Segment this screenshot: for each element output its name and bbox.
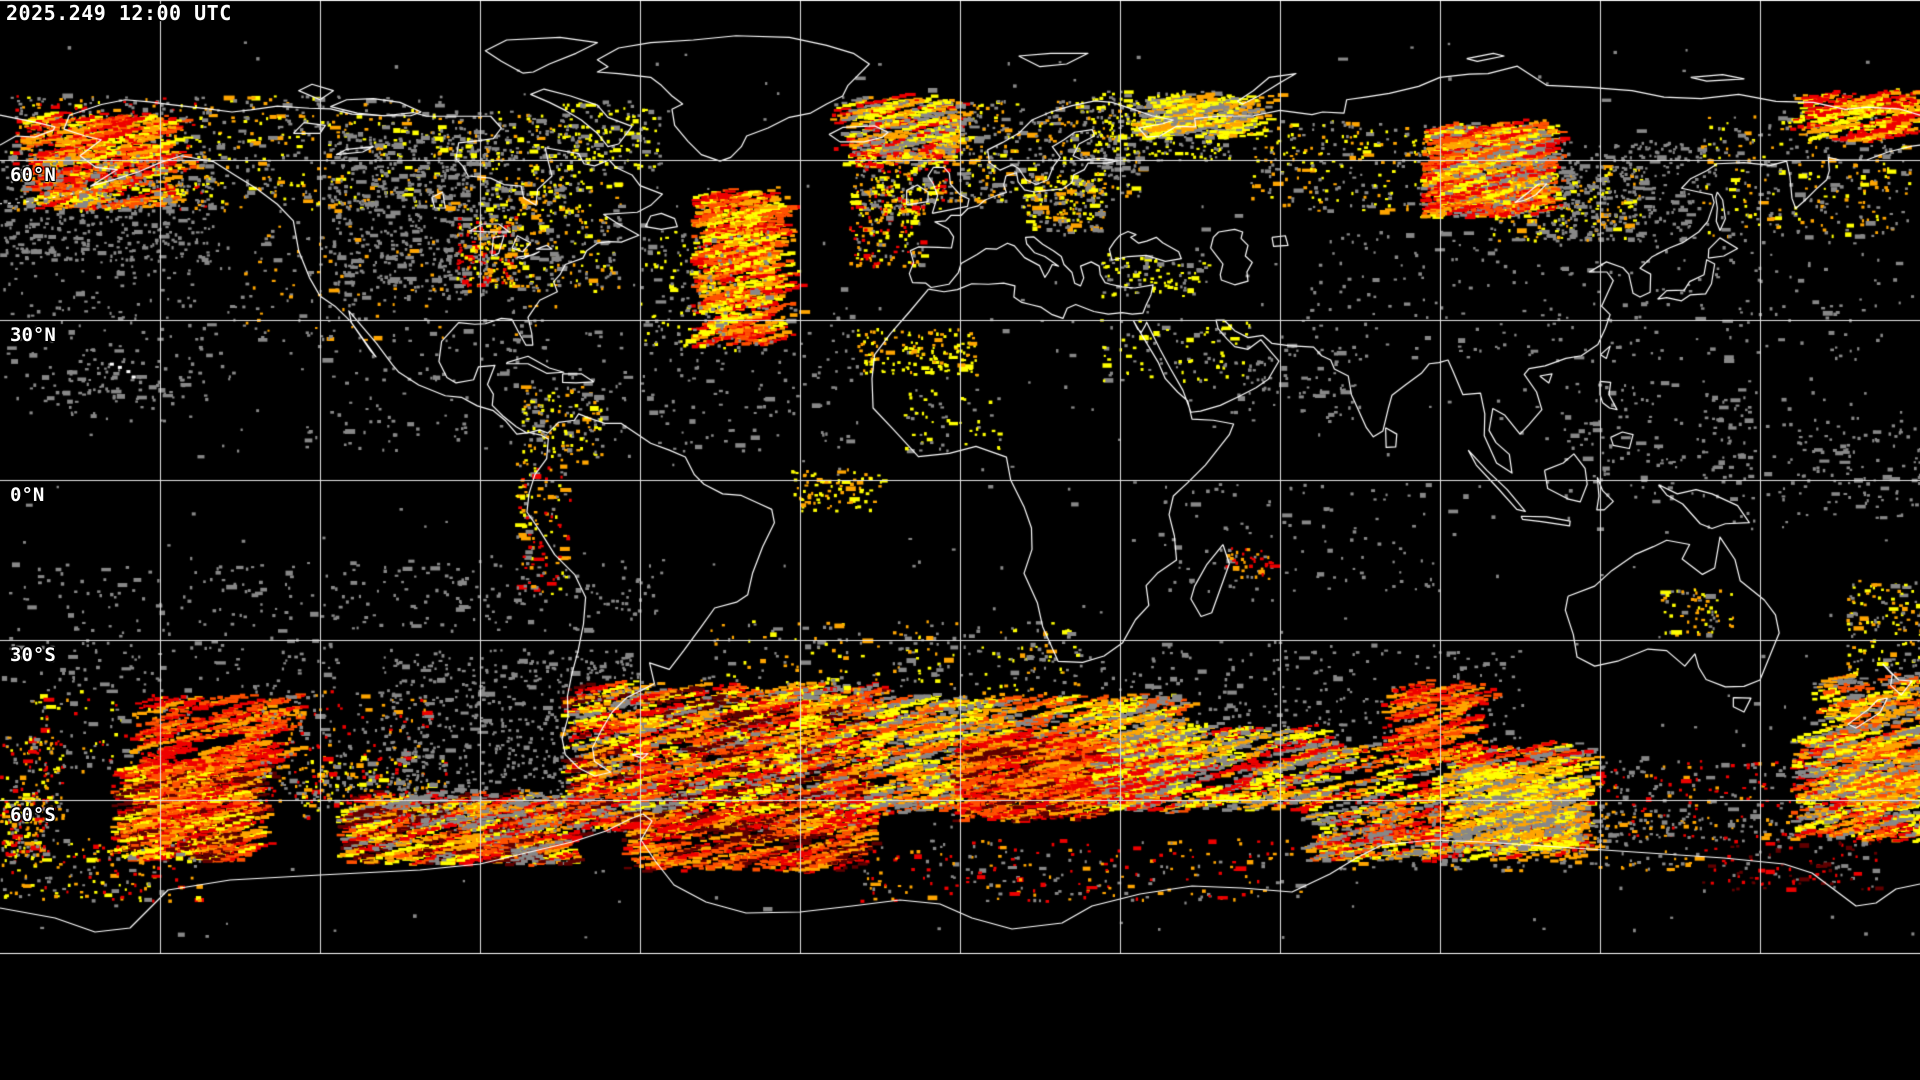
latitude-label: 30°S	[10, 644, 56, 666]
latitude-label: 60°N	[10, 164, 56, 186]
latitude-label: 30°N	[10, 324, 56, 346]
legend-bar: SLW Large Drop Index 13.5-1616-1919-2222…	[0, 960, 1920, 1080]
latitude-label: 0°N	[10, 484, 45, 506]
world-map-canvas	[0, 0, 1920, 960]
timestamp-label: 2025.249 12:00 UTC	[6, 1, 232, 25]
latitude-label: 60°S	[10, 804, 56, 826]
